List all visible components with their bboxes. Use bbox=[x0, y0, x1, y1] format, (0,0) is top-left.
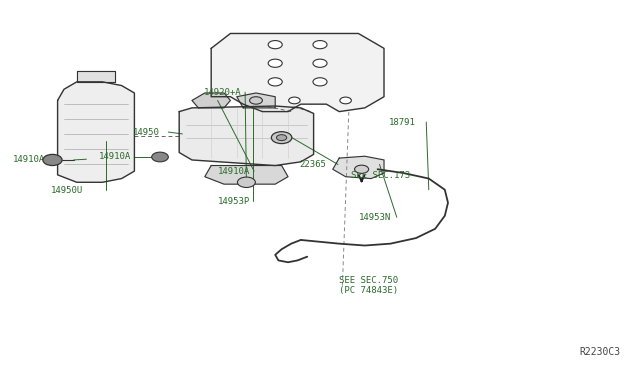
Polygon shape bbox=[205, 166, 288, 184]
Polygon shape bbox=[58, 82, 134, 182]
Circle shape bbox=[237, 177, 255, 187]
Circle shape bbox=[313, 59, 327, 67]
Text: 14950: 14950 bbox=[133, 128, 160, 137]
Circle shape bbox=[313, 41, 327, 49]
Polygon shape bbox=[333, 156, 384, 179]
Text: R2230C3: R2230C3 bbox=[580, 347, 621, 357]
Circle shape bbox=[355, 165, 369, 173]
Circle shape bbox=[268, 59, 282, 67]
Polygon shape bbox=[179, 106, 314, 166]
Circle shape bbox=[43, 154, 62, 166]
Text: 14910A: 14910A bbox=[99, 153, 131, 161]
Text: 14953P: 14953P bbox=[218, 197, 250, 206]
Circle shape bbox=[250, 97, 262, 104]
Text: 18791: 18791 bbox=[389, 118, 416, 126]
Circle shape bbox=[313, 78, 327, 86]
Polygon shape bbox=[192, 93, 230, 108]
Circle shape bbox=[271, 132, 292, 144]
Polygon shape bbox=[77, 71, 115, 82]
Text: SEE SEC.750
(PC 74843E): SEE SEC.750 (PC 74843E) bbox=[339, 276, 398, 295]
Circle shape bbox=[340, 97, 351, 104]
Text: 14910AA: 14910AA bbox=[13, 155, 51, 164]
Text: 14910A: 14910A bbox=[218, 167, 250, 176]
Text: 22365: 22365 bbox=[300, 160, 326, 169]
Text: 14953N: 14953N bbox=[358, 213, 390, 222]
Text: SEE SEC.173: SEE SEC.173 bbox=[351, 171, 410, 180]
Circle shape bbox=[268, 41, 282, 49]
Polygon shape bbox=[237, 93, 275, 108]
Polygon shape bbox=[211, 33, 384, 112]
Circle shape bbox=[289, 97, 300, 104]
Circle shape bbox=[152, 152, 168, 162]
Text: 14920+A: 14920+A bbox=[204, 88, 241, 97]
Text: 14950U: 14950U bbox=[51, 186, 83, 195]
Circle shape bbox=[276, 135, 287, 141]
Circle shape bbox=[268, 78, 282, 86]
